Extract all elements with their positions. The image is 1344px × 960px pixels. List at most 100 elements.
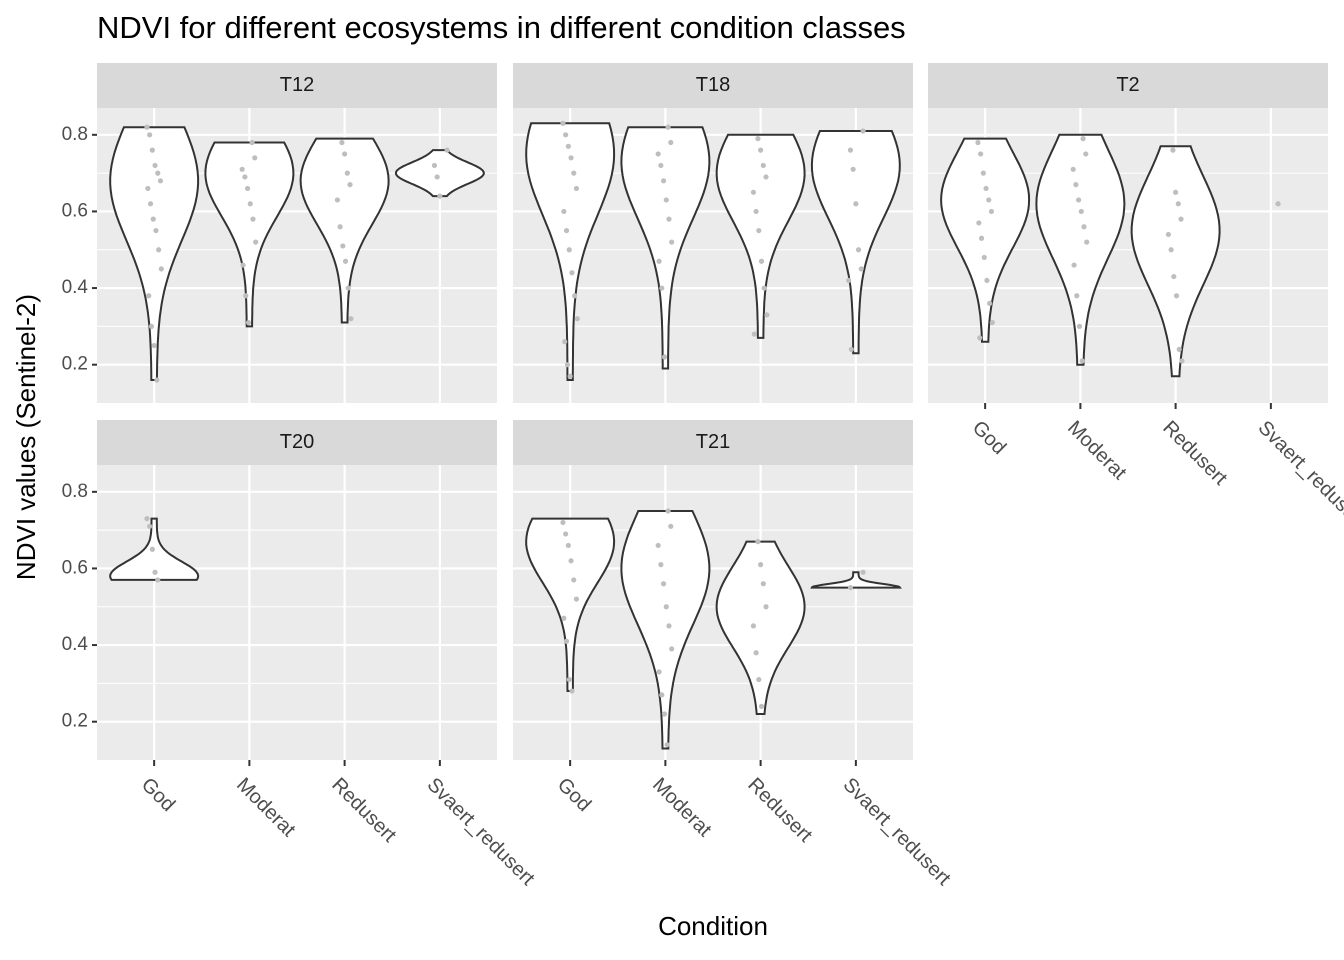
jitter-point [980,170,986,176]
x-tick-label: Svaert_redusert [839,774,955,890]
jitter-point [574,316,580,322]
violin [620,126,711,370]
jitter-point [860,128,866,134]
strip [513,420,913,465]
jitter-point [753,650,759,656]
strip [513,63,913,108]
y-tick-label: 0.2 [62,711,88,732]
jitter-point [658,162,664,169]
jitter-point [1179,358,1185,364]
jitter-point [1084,239,1090,245]
y-tick-label: 0.4 [62,634,89,655]
violin [715,133,806,339]
jitter-point [1073,182,1079,188]
jitter-point [147,201,154,207]
jitter-point [566,247,572,253]
jitter-point [984,277,990,284]
strip [97,420,497,465]
jitter-point [664,742,670,748]
chart-title: NDVI for different ecosystems in differe… [97,10,906,45]
jitter-point [1173,189,1179,195]
jitter-point [144,124,150,130]
jitter-point [1176,346,1182,352]
jitter-point [151,342,157,349]
jitter-point [147,132,153,138]
violin [109,126,200,381]
jitter-point [345,285,351,291]
x-tick-label: Redusert [1158,417,1231,490]
y-tick-label: 0.2 [62,354,88,375]
y-axis-label: NDVI values (Sentinel-2) [11,294,41,580]
y-tick-label: 0.6 [62,200,88,221]
jitter-point [337,224,343,230]
jitter-point [761,285,767,291]
jitter-point [147,523,153,529]
jitter-point [1070,166,1076,172]
jitter-point [568,155,574,161]
jitter-point [755,136,761,142]
jitter-point [573,185,580,192]
jitter-point [1078,208,1084,215]
jitter-point [444,147,450,153]
jitter-point [853,201,859,207]
jitter-point [563,531,569,537]
jitter-point [562,339,568,345]
jitter-point [848,346,854,352]
jitter-point [661,711,668,717]
jitter-point [1076,323,1083,329]
jitter-point [977,335,983,341]
x-axis-label: Condition [658,911,768,941]
jitter-point [1275,201,1281,207]
jitter-point [146,293,152,299]
jitter-point [157,178,164,184]
x-tick-label: Moderat [648,774,716,842]
jitter-point [573,596,580,602]
y-tick-label: 0.8 [62,124,88,145]
jitter-point [1083,151,1089,157]
jitter-point [978,151,984,157]
jitter-point [764,312,770,318]
jitter-point [1170,147,1176,153]
jitter-point [760,162,766,169]
jitter-point [756,676,762,683]
jitter-point [659,285,665,291]
x-tick-label: Moderat [1063,417,1131,485]
strip-label: T2 [1116,74,1139,96]
jitter-point [666,216,672,222]
strip [97,63,497,108]
strip-label: T21 [696,431,730,453]
violin [940,137,1031,343]
strip-label: T20 [280,431,314,453]
violin [810,571,902,589]
violin [620,510,711,750]
jitter-point [1074,293,1080,299]
jitter-point [145,185,151,192]
strip-label: T12 [280,74,314,96]
jitter-point [572,293,578,299]
jitter-point [661,354,668,360]
jitter-point [563,227,570,234]
jitter-point [1081,224,1087,230]
jitter-point [663,604,669,610]
violin [204,141,295,328]
jitter-point [1173,293,1180,299]
jitter-point [750,623,757,629]
x-tick-label: Moderat [232,774,300,842]
jitter-point [144,516,150,522]
x-tick-label: God [968,417,1010,459]
jitter-point [252,155,258,161]
jitter-point [563,638,570,644]
jitter-point [434,174,440,180]
jitter-point [669,646,675,652]
x-tick-label: God [553,774,595,816]
jitter-point [561,208,567,215]
jitter-point [152,569,158,575]
jitter-point [668,139,674,146]
x-tick-label: God [137,774,179,816]
jitter-point [347,182,353,188]
jitter-point [986,197,992,203]
jitter-point [1075,197,1082,203]
jitter-point [158,266,164,272]
jitter-point [334,197,341,203]
